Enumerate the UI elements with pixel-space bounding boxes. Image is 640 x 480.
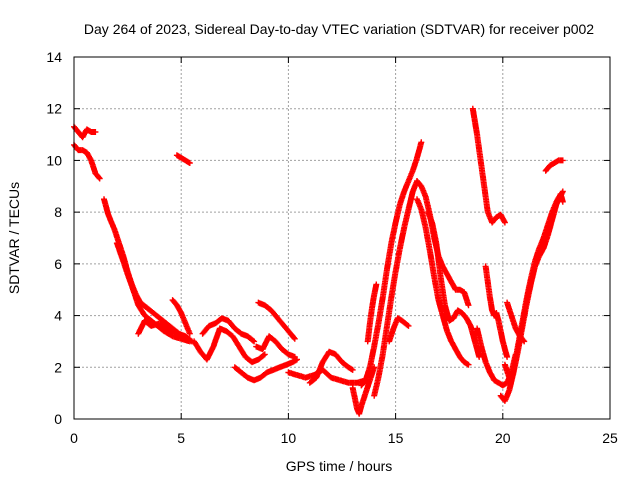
data-point bbox=[424, 209, 483, 360]
x-tick-label: 0 bbox=[70, 430, 78, 446]
y-tick-label: 14 bbox=[46, 49, 62, 65]
data-point bbox=[253, 333, 298, 360]
series-track-c bbox=[173, 152, 193, 166]
x-tick-label: 25 bbox=[602, 430, 618, 446]
grid bbox=[74, 57, 610, 419]
data-point bbox=[255, 299, 298, 342]
chart-title: Day 264 of 2023, Sidereal Day-to-day VTE… bbox=[84, 21, 594, 37]
x-tick-label: 5 bbox=[177, 430, 185, 446]
series-track-g bbox=[169, 297, 193, 337]
series-track-k bbox=[255, 299, 298, 342]
series-track-p bbox=[358, 139, 425, 389]
data-point bbox=[414, 196, 472, 368]
x-axis-label: GPS time / hours bbox=[286, 458, 393, 474]
data-markers bbox=[71, 105, 566, 417]
plot-frame bbox=[73, 56, 611, 420]
series-track-y bbox=[482, 263, 511, 360]
x-tick-label: 10 bbox=[281, 430, 297, 446]
series-track-i bbox=[199, 315, 258, 345]
y-tick-label: 2 bbox=[54, 359, 62, 375]
data-point bbox=[542, 157, 566, 174]
data-point bbox=[501, 191, 566, 381]
data-point bbox=[349, 364, 378, 417]
series-track-aa bbox=[501, 191, 566, 381]
data-point bbox=[173, 152, 193, 166]
data-point bbox=[358, 139, 425, 389]
series-track-u bbox=[414, 196, 472, 368]
y-tick-label: 10 bbox=[46, 152, 62, 168]
series-track-ac bbox=[542, 157, 566, 174]
y-tick-label: 0 bbox=[54, 411, 62, 427]
series-track-v bbox=[424, 209, 483, 360]
data-point bbox=[306, 348, 356, 386]
x-tick-label: 15 bbox=[388, 430, 404, 446]
y-tick-label: 12 bbox=[46, 101, 62, 117]
series-track-h bbox=[191, 325, 268, 366]
data-point bbox=[371, 178, 420, 399]
data-point bbox=[469, 105, 508, 226]
data-point bbox=[199, 315, 258, 345]
series-track-o bbox=[349, 364, 378, 417]
data-point bbox=[191, 325, 268, 366]
y-tick-label: 6 bbox=[54, 256, 62, 272]
data-point bbox=[169, 297, 193, 337]
data-point bbox=[364, 281, 380, 345]
y-axis-label: SDTVAR / TECUs bbox=[6, 182, 22, 294]
data-point bbox=[504, 299, 528, 345]
series-track-j bbox=[231, 356, 300, 384]
x-tick-label: 20 bbox=[495, 430, 511, 446]
data-point bbox=[482, 263, 511, 360]
series-track-r bbox=[364, 281, 380, 345]
series-track-l bbox=[253, 333, 298, 360]
data-point bbox=[135, 317, 187, 342]
series-track-s bbox=[386, 315, 412, 345]
series-track-ab bbox=[504, 299, 528, 345]
series-track-q bbox=[371, 178, 420, 399]
y-tick-label: 4 bbox=[54, 308, 62, 324]
y-tick-label: 8 bbox=[54, 204, 62, 220]
data-point bbox=[231, 356, 300, 384]
series-track-f bbox=[135, 317, 187, 342]
data-point bbox=[386, 315, 412, 345]
axis-ticks: 0 5 10 15 20 25 0 2 4 6 8 10 12 14 bbox=[46, 49, 618, 446]
series-track-w bbox=[469, 105, 508, 226]
series-track-n bbox=[306, 348, 356, 386]
